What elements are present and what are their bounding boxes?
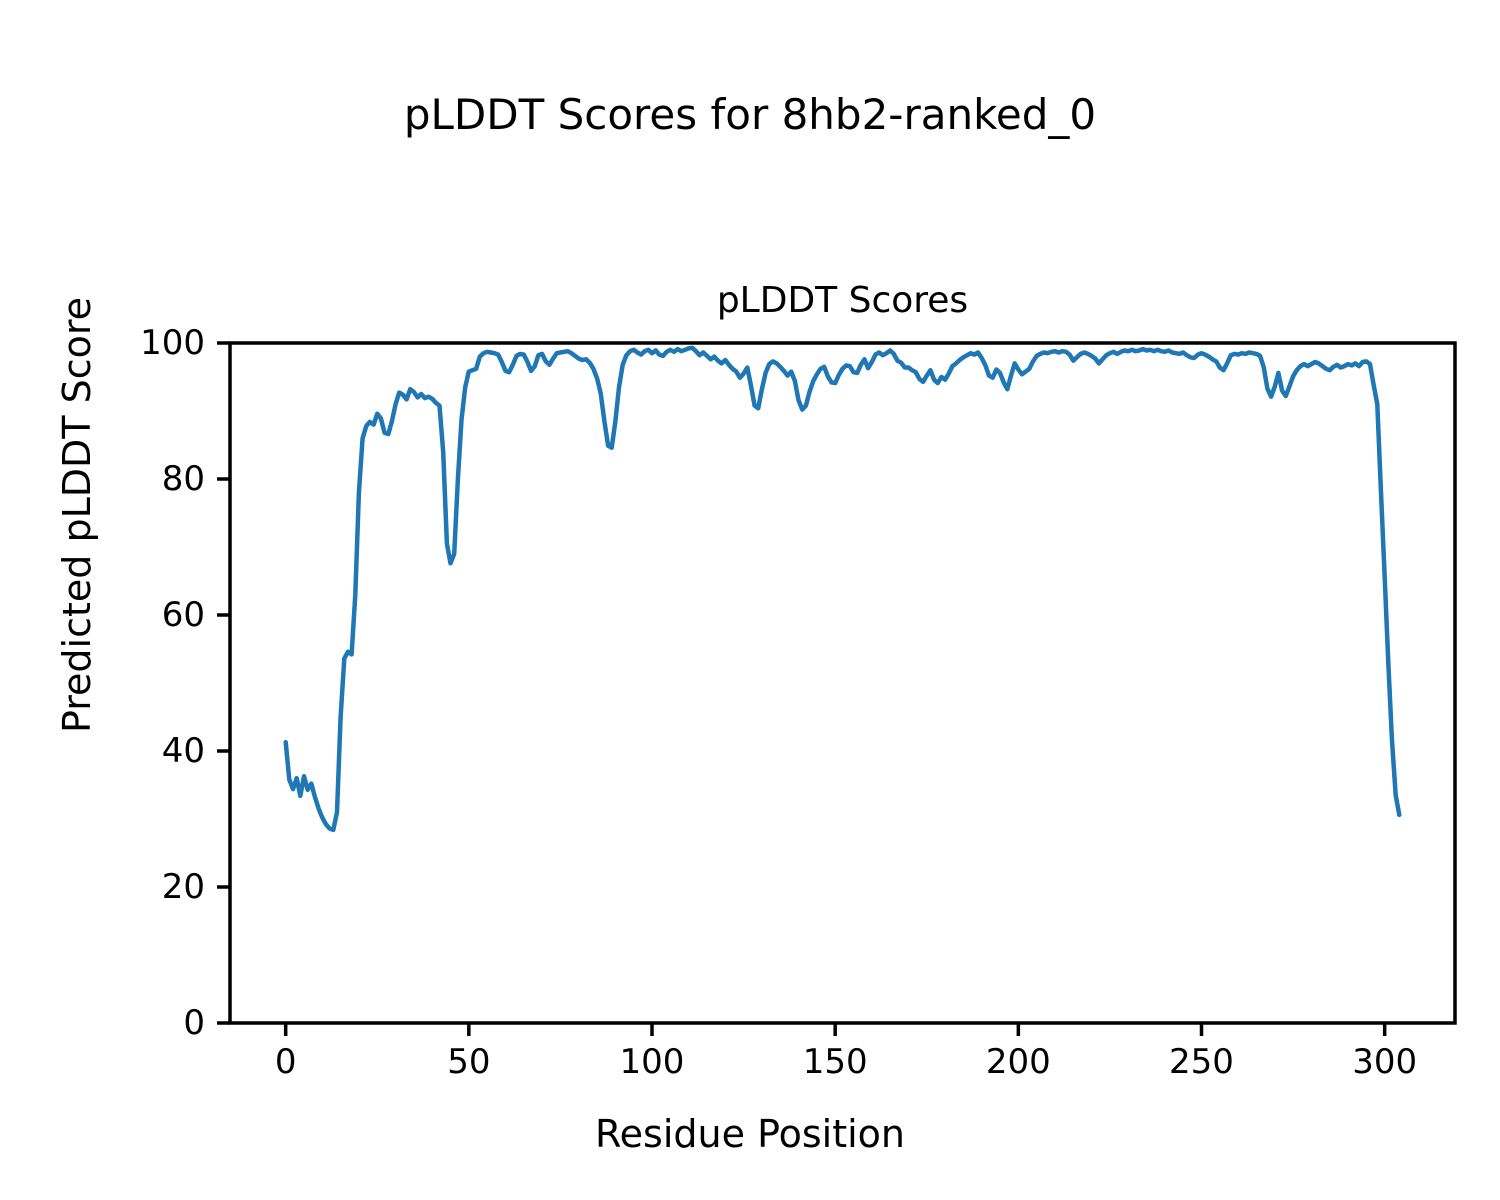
axes-spines — [228, 341, 1457, 1025]
x-tick-label: 200 — [986, 1042, 1051, 1082]
figure-suptitle: pLDDT Scores for 8hb2-ranked_0 — [403, 90, 1097, 139]
axes-title: pLDDT Scores — [716, 280, 969, 321]
y-tick-label: 100 — [140, 323, 205, 363]
y-axis-label-text: Predicted pLDDT Score — [55, 297, 99, 733]
y-tick-label: 80 — [162, 459, 205, 499]
x-tick-label: 0 — [275, 1042, 297, 1082]
x-tick-label: 150 — [803, 1042, 868, 1082]
x-tick-label: 50 — [447, 1042, 490, 1082]
y-tick-label: 20 — [162, 867, 205, 907]
y-tick-label: 60 — [162, 595, 205, 635]
x-tick-label: 300 — [1352, 1042, 1417, 1082]
x-axis-label: Residue Position — [594, 1112, 906, 1156]
x-tick-label: 100 — [620, 1042, 685, 1082]
plddt-line — [283, 345, 1402, 833]
y-tick-label: 0 — [183, 1003, 205, 1043]
x-tick-label: 250 — [1169, 1042, 1234, 1082]
y-tick-label: 40 — [162, 731, 205, 771]
